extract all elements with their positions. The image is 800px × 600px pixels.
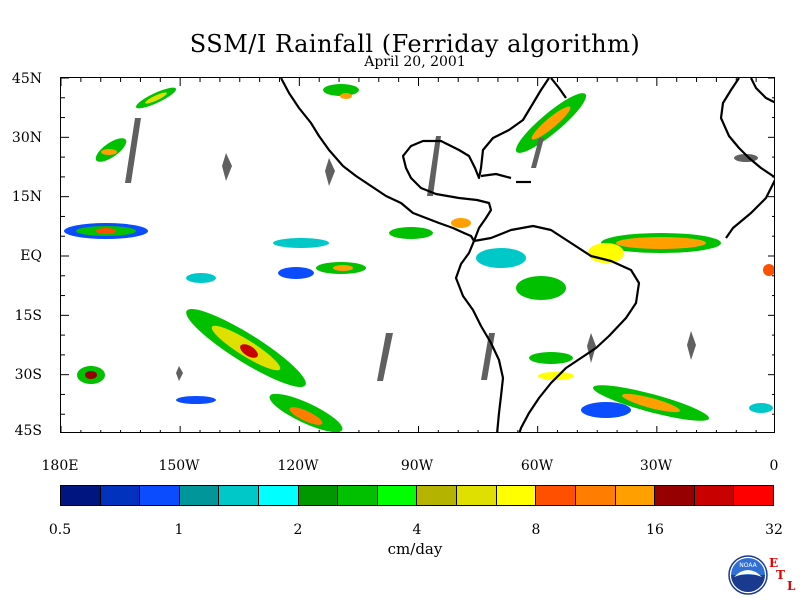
axis-ticks bbox=[61, 78, 774, 432]
colorbar-segment bbox=[655, 486, 695, 505]
colorbar-tick: 4 bbox=[412, 522, 422, 538]
colorbar-tick: 1 bbox=[174, 522, 184, 538]
rainfall-map bbox=[60, 77, 775, 433]
rain-patches bbox=[64, 84, 774, 432]
map-date: April 20, 2001 bbox=[364, 54, 466, 70]
rain-patch bbox=[186, 273, 216, 283]
coast-sa-west bbox=[454, 240, 505, 432]
rain-patch bbox=[240, 344, 258, 358]
colorbar-segment bbox=[219, 486, 260, 505]
coast-africa-nw bbox=[719, 78, 774, 178]
rain-patch bbox=[581, 402, 631, 418]
coast-na-east bbox=[401, 78, 550, 242]
rain-patch bbox=[529, 352, 573, 364]
colorbar-tick: 16 bbox=[646, 522, 664, 538]
rain-patch bbox=[389, 227, 433, 239]
lat-label-15n: 15N bbox=[11, 189, 42, 205]
lat-label-30s: 30S bbox=[14, 367, 42, 383]
colorbar-segment bbox=[179, 486, 220, 505]
noaa-logo-text: NOAA bbox=[739, 562, 757, 569]
rain-patch bbox=[96, 228, 116, 234]
lat-label-15s: 15S bbox=[14, 308, 42, 324]
colorbar-segment bbox=[61, 486, 101, 505]
rain-patch bbox=[323, 84, 359, 96]
coast-sa-east bbox=[473, 224, 641, 432]
swath-gap bbox=[687, 331, 696, 360]
colorbar-segment bbox=[377, 486, 418, 505]
swath-gap bbox=[125, 118, 141, 183]
colorbar-units: cm/day bbox=[387, 540, 443, 558]
etl-letter-e: E bbox=[769, 556, 779, 570]
coast-iberia bbox=[750, 78, 774, 104]
swath-gap bbox=[377, 333, 393, 381]
lon-label-30w: 30W bbox=[639, 458, 673, 474]
swath-gap bbox=[587, 333, 596, 363]
rain-patch bbox=[145, 92, 167, 104]
lon-label-120w: 120W bbox=[277, 458, 319, 474]
rain-patch bbox=[176, 396, 216, 404]
rain-patch bbox=[621, 393, 681, 413]
coast-na-west bbox=[280, 78, 475, 242]
colorbar-tick: 8 bbox=[531, 522, 541, 538]
swath-gap bbox=[531, 138, 544, 168]
map-canvas bbox=[61, 78, 774, 432]
coast-cuba bbox=[480, 172, 512, 180]
map-title: SSM/I Rainfall (Ferriday algorithm) bbox=[189, 30, 641, 58]
lon-label-60w: 60W bbox=[520, 458, 554, 474]
rain-patch bbox=[749, 403, 773, 413]
colorbar-segment bbox=[417, 486, 458, 505]
rain-patch bbox=[476, 248, 526, 268]
satellite-gaps bbox=[125, 118, 758, 381]
rain-patch bbox=[616, 237, 706, 249]
etl-letter-l: L bbox=[787, 579, 796, 593]
coast-africa-w bbox=[725, 179, 774, 239]
coastlines bbox=[280, 78, 774, 432]
colorbar-segment bbox=[575, 486, 616, 505]
lon-label-180e: 180E bbox=[41, 458, 79, 474]
rain-patch bbox=[531, 106, 571, 140]
rain-patch bbox=[278, 267, 314, 279]
lon-label-0: 0 bbox=[769, 458, 779, 474]
coast-greenland bbox=[550, 78, 567, 99]
rain-patch bbox=[273, 238, 329, 248]
lat-label-eq: EQ bbox=[20, 248, 42, 264]
colorbar-segment bbox=[259, 486, 299, 505]
colorbar-segment bbox=[457, 486, 497, 505]
lat-label-30n: 30N bbox=[11, 130, 42, 146]
noaa-logo-icon: NOAA bbox=[728, 555, 768, 595]
rain-patch bbox=[451, 218, 471, 228]
rain-patch bbox=[85, 371, 97, 379]
colorbar-segment bbox=[615, 486, 656, 505]
lat-label-45n: 45N bbox=[11, 71, 42, 87]
swath-gap bbox=[176, 366, 183, 381]
colorbar bbox=[60, 485, 774, 506]
lon-label-90w: 90W bbox=[400, 458, 434, 474]
colorbar-segment bbox=[496, 486, 537, 505]
rain-patch bbox=[333, 265, 353, 271]
colorbar-tick: 0.5 bbox=[48, 522, 72, 538]
rain-patch bbox=[763, 264, 774, 276]
rain-patch bbox=[269, 393, 343, 432]
rain-patch bbox=[516, 276, 566, 300]
rain-patch bbox=[340, 93, 352, 99]
etl-letter-t: T bbox=[776, 568, 785, 582]
colorbar-segment bbox=[100, 486, 141, 505]
rain-patch bbox=[538, 372, 574, 380]
swath-gap bbox=[222, 153, 232, 181]
lat-label-45s: 45S bbox=[14, 423, 42, 439]
colorbar-tick: 32 bbox=[765, 522, 783, 538]
colorbar-segment bbox=[694, 486, 735, 505]
colorbar-segment bbox=[536, 486, 576, 505]
swath-gap bbox=[427, 136, 441, 196]
lon-label-150w: 150W bbox=[158, 458, 200, 474]
rain-patch bbox=[289, 407, 323, 425]
colorbar-segment bbox=[734, 486, 773, 505]
colorbar-segment bbox=[140, 486, 180, 505]
colorbar-segment bbox=[298, 486, 339, 505]
colorbar-tick: 2 bbox=[293, 522, 303, 538]
rain-patch bbox=[101, 149, 117, 155]
colorbar-segment bbox=[338, 486, 378, 505]
swath-gap bbox=[325, 158, 335, 186]
